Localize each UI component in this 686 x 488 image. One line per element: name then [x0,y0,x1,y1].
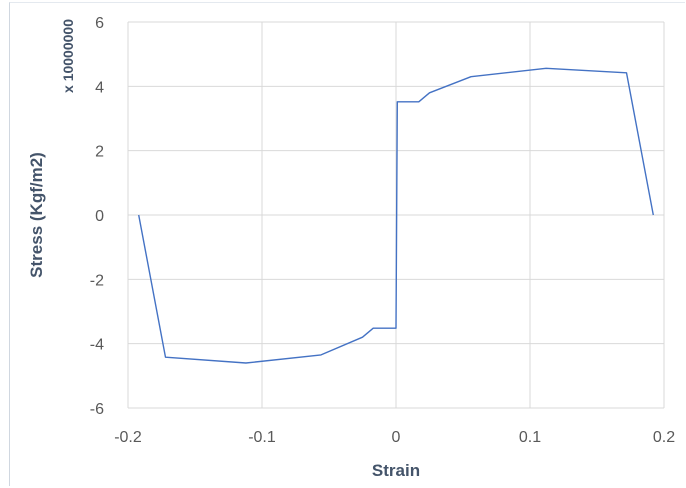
x-axis-title: Strain [372,461,420,480]
x-tick-label: -0.2 [114,429,142,446]
y-tick-label: 6 [95,15,104,32]
x-tick-label: 0 [392,429,401,446]
series-layer [138,67,654,364]
y-tick-label: 4 [95,79,104,96]
y-tick-label: 0 [95,208,104,225]
x-tick-label: 0.1 [519,429,541,446]
x-tick-label: 0.2 [653,429,675,446]
series-line [138,67,654,364]
y-tick-label: -4 [90,337,104,354]
tick-labels: -6 -4 -2 0 2 4 6 -0.2 -0.1 0 0.1 0.2 [90,15,675,446]
y-tick-label: -6 [90,401,104,418]
y-axis-title: Stress (Kgf/m2) [27,152,46,278]
y-axis-unit-label: x 10000000 [60,19,76,93]
x-tick-label: -0.1 [248,429,276,446]
chart-frame [9,2,685,486]
y-tick-label: -2 [90,272,104,289]
y-tick-label: 2 [95,144,104,161]
